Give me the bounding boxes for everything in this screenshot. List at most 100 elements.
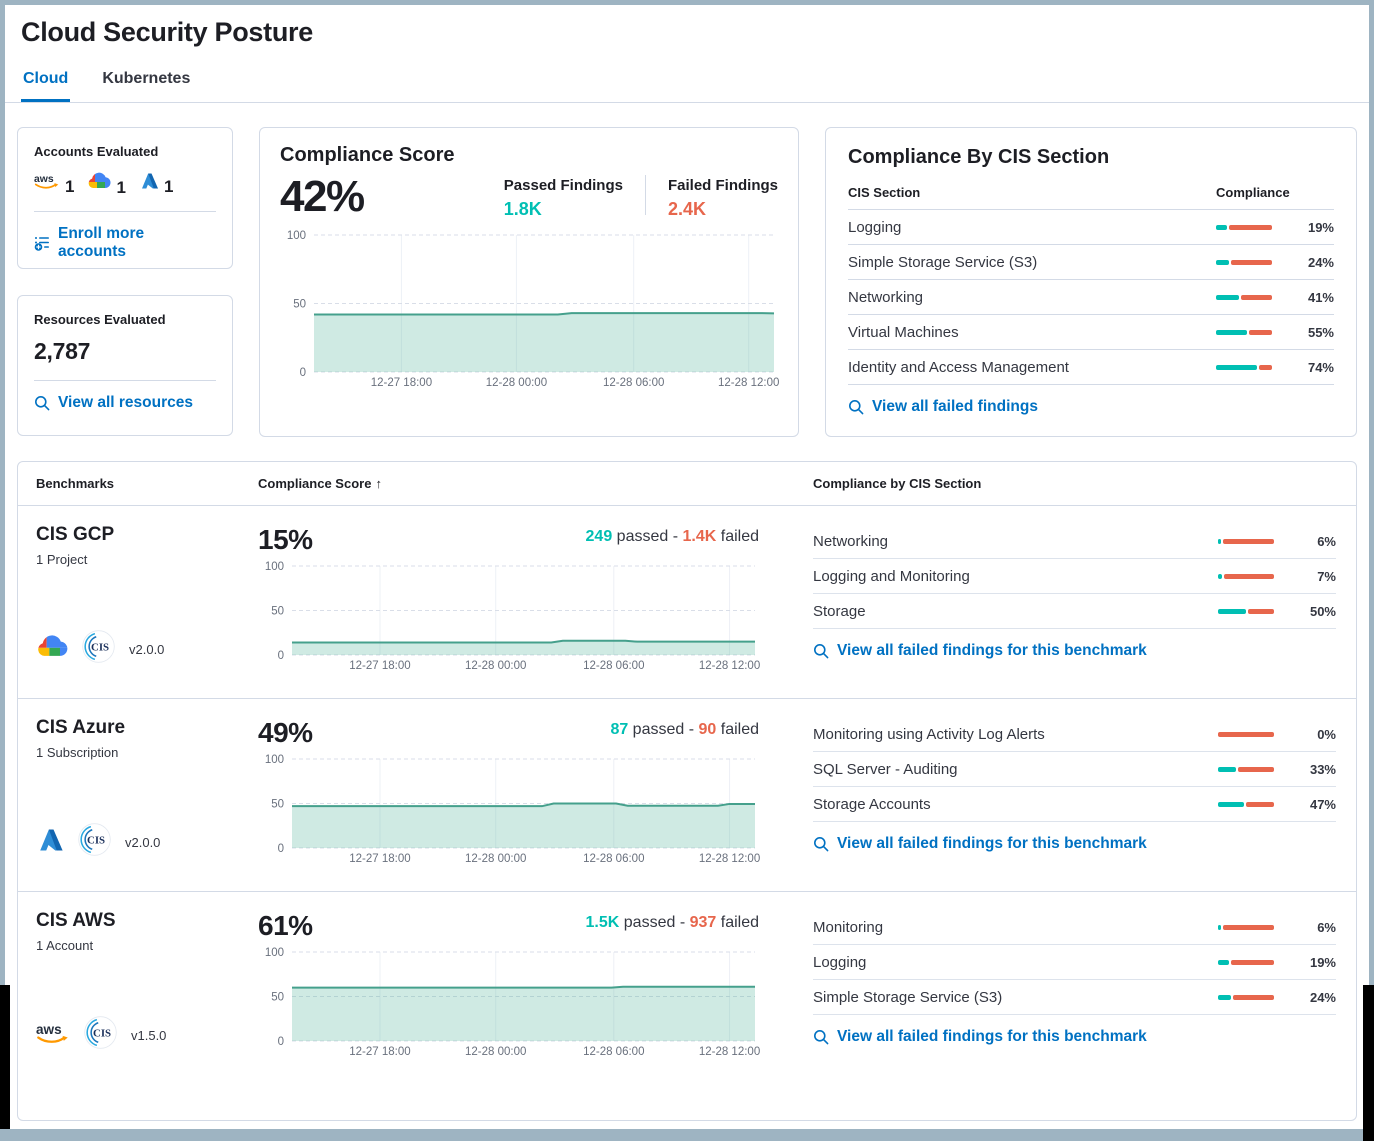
- passed-findings-value[interactable]: 1.8K: [503, 199, 542, 219]
- passed-failed-summary: 87 passed - 90 failed: [610, 721, 759, 738]
- compliance-bar: [1216, 364, 1272, 370]
- benchmark-row-cis-gcp: CIS GCP 1 Project CIS v2.0.0: [18, 506, 1356, 698]
- cis-logo-icon: CIS: [82, 630, 115, 668]
- aws-logo-icon: aws: [36, 1021, 70, 1050]
- svg-text:0: 0: [278, 843, 284, 855]
- compliance-percent: 41%: [1307, 289, 1334, 305]
- compliance-bar: [1218, 573, 1274, 579]
- tab-kubernetes[interactable]: Kubernetes: [102, 70, 191, 87]
- cis-azure-trend-chart: 0 50 100 12-27 18:00 12-28 00:00 12-28 06:00 1…: [258, 753, 760, 865]
- card-divider: [34, 380, 216, 381]
- compliance-score-value: 42%: [280, 172, 365, 221]
- page-title: Cloud Security Posture: [21, 17, 313, 47]
- compliance-bar: [1218, 801, 1274, 807]
- svg-text:50: 50: [271, 799, 284, 811]
- compliance-percent: 0%: [1317, 726, 1336, 742]
- compliance-bar: [1218, 766, 1274, 772]
- svg-text:0: 0: [278, 650, 284, 662]
- tab-cloud[interactable]: Cloud: [21, 70, 71, 102]
- table-row: Networking 6%: [813, 524, 1336, 559]
- compliance-bar: [1218, 959, 1274, 965]
- cis-card-title: Compliance By CIS Section: [848, 146, 1110, 168]
- table-row: Storage 50%: [813, 594, 1336, 629]
- resources-card-title: Resources Evaluated: [34, 312, 166, 327]
- svg-text:CIS: CIS: [91, 642, 109, 654]
- benchmark-name: CIS GCP: [36, 524, 115, 545]
- table-row: Simple Storage Service (S3) 24%: [813, 980, 1336, 1015]
- azure-logo-icon: [139, 172, 159, 195]
- cis-section-name: Networking: [848, 288, 924, 306]
- cis-section-name: Logging: [848, 218, 902, 236]
- table-row: Simple Storage Service (S3) 24%: [848, 245, 1334, 280]
- svg-text:12-28 12:00: 12-28 12:00: [699, 660, 760, 672]
- compliance-bar: [1216, 224, 1272, 230]
- benchmark-row-cis-azure: CIS Azure 1 Subscription CIS v2.0.0: [18, 698, 1356, 891]
- benchmark-name: CIS Azure: [36, 717, 126, 738]
- search-icon: [813, 643, 829, 659]
- compliance-percent: 47%: [1309, 796, 1336, 812]
- view-resources-label: View all resources: [58, 394, 193, 411]
- svg-text:12-28 12:00: 12-28 12:00: [699, 853, 760, 865]
- view-benchmark-findings-link[interactable]: View all failed findings for this benchm…: [813, 835, 1336, 853]
- svg-text:CIS: CIS: [93, 1028, 111, 1040]
- col-header-compliance-score-sort[interactable]: Compliance Score ↑: [258, 476, 382, 491]
- search-icon: [34, 395, 50, 411]
- azure-logo-icon: [36, 827, 64, 858]
- svg-text:12-28 00:00: 12-28 00:00: [486, 377, 547, 389]
- enroll-accounts-link[interactable]: Enroll more accounts: [34, 225, 216, 261]
- passed-findings-label: Passed Findings: [503, 177, 623, 194]
- app-window: Cloud Security Posture Cloud Kubernetes …: [5, 5, 1369, 1129]
- benchmark-name: CIS AWS: [36, 910, 116, 931]
- benchmark-row-cis-aws: CIS AWS 1 Account aws CIS v1.5.0: [18, 891, 1356, 1104]
- failed-findings-block: Failed Findings 2.4K: [668, 173, 778, 220]
- benchmark-score: 49%: [258, 717, 313, 748]
- passed-failed-summary: 249 passed - 1.4K failed: [585, 528, 759, 545]
- compliance-percent: 74%: [1307, 359, 1334, 375]
- table-row: Virtual Machines 55%: [848, 315, 1334, 350]
- compliance-trend-chart: 0 50 100 12-27 18:00 12-28 00:00 12-28 06:00 1…: [280, 229, 780, 389]
- dashboard-content: Accounts Evaluated aws 1 1: [5, 103, 1369, 1121]
- cis-section-name: Storage: [813, 602, 866, 620]
- benchmarks-table-header: Benchmarks Compliance Score ↑ Compliance…: [18, 462, 1356, 506]
- view-resources-link[interactable]: View all resources: [34, 394, 216, 412]
- svg-text:100: 100: [265, 561, 284, 573]
- table-row: Storage Accounts 47%: [813, 787, 1336, 822]
- col-header-benchmarks: Benchmarks: [36, 476, 115, 491]
- svg-text:12-28 00:00: 12-28 00:00: [465, 660, 526, 672]
- resources-evaluated-card: Resources Evaluated 2,787 View all resou…: [17, 295, 233, 436]
- cis-gcp-trend-chart: 0 50 100 12-27 18:00 12-28 00:00 12-28 06:00 1…: [258, 560, 760, 672]
- table-row: SQL Server - Auditing 33%: [813, 752, 1336, 787]
- cis-section-name: Simple Storage Service (S3): [813, 988, 1003, 1006]
- view-benchmark-findings-link[interactable]: View all failed findings for this benchm…: [813, 642, 1336, 660]
- svg-text:12-27 18:00: 12-27 18:00: [349, 660, 410, 672]
- view-benchmark-findings-link[interactable]: View all failed findings for this benchm…: [813, 1028, 1336, 1046]
- cis-section-name: Logging and Monitoring: [813, 567, 970, 585]
- vertical-divider: [644, 175, 646, 216]
- svg-text:100: 100: [287, 230, 306, 242]
- svg-text:12-28 00:00: 12-28 00:00: [465, 1046, 526, 1058]
- compliance-percent: 24%: [1309, 989, 1336, 1005]
- azure-account-count: 1: [163, 176, 174, 196]
- failed-findings-value[interactable]: 2.4K: [667, 199, 707, 219]
- col-header-compliance: Compliance: [1216, 185, 1290, 200]
- svg-text:CIS: CIS: [87, 835, 105, 847]
- svg-text:12-28 00:00: 12-28 00:00: [465, 853, 526, 865]
- resources-count: 2,787: [34, 338, 91, 364]
- compliance-bar: [1218, 731, 1274, 737]
- search-icon: [813, 836, 829, 852]
- table-row: Logging 19%: [813, 945, 1336, 980]
- svg-text:100: 100: [265, 754, 284, 766]
- cis-section-name: Networking: [813, 532, 889, 550]
- failed-findings-label: Failed Findings: [667, 177, 778, 194]
- table-row: Networking 41%: [848, 280, 1334, 315]
- view-failed-findings-link[interactable]: View all failed findings: [848, 398, 1334, 416]
- svg-text:50: 50: [271, 606, 284, 618]
- failed-count: 937: [689, 914, 717, 931]
- svg-text:12-28 06:00: 12-28 06:00: [583, 853, 644, 865]
- cis-section-name: Monitoring using Activity Log Alerts: [813, 725, 1045, 743]
- page-header: Cloud Security Posture: [5, 5, 1369, 48]
- compliance-percent: 7%: [1317, 568, 1336, 584]
- cis-section-name: Storage Accounts: [813, 795, 931, 813]
- tab-bar: Cloud Kubernetes: [5, 70, 1369, 103]
- compliance-bar: [1216, 294, 1272, 300]
